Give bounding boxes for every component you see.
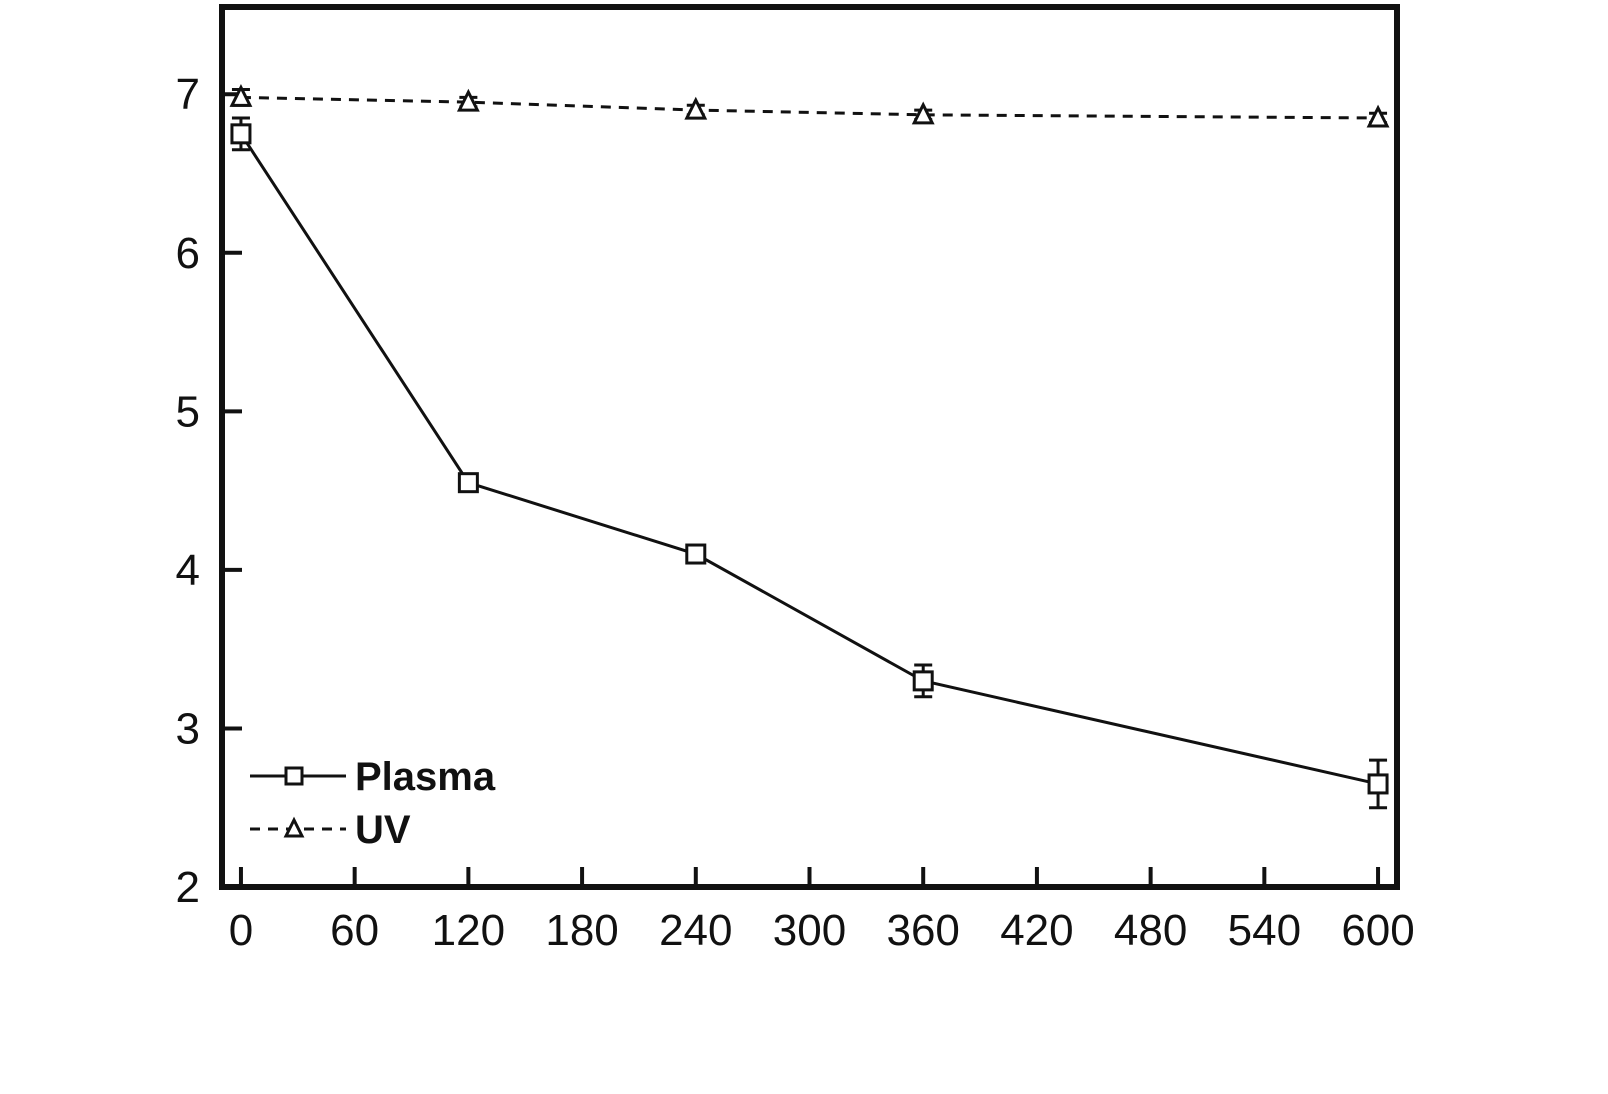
y-tick-label: 6 [176, 229, 200, 278]
y-tick-label: 7 [176, 70, 200, 119]
data-point [684, 96, 708, 120]
x-tick-label: 540 [1228, 906, 1301, 955]
data-point [229, 84, 253, 107]
data-point [1366, 104, 1390, 128]
y-tick-label: 2 [176, 863, 200, 912]
y-tick-label: 4 [176, 546, 200, 595]
y-tick-label: 3 [176, 704, 200, 753]
series-line [239, 133, 1379, 786]
legend-label: UV [355, 808, 411, 852]
y-tick-label: 5 [176, 387, 200, 436]
x-tick-label: 420 [1000, 906, 1073, 955]
data-point [456, 88, 480, 112]
data-point [685, 543, 707, 565]
legend: Plasma UV [250, 755, 496, 852]
legend-marker [283, 816, 305, 838]
series-layer [229, 84, 1390, 810]
x-tick-label: 480 [1114, 906, 1187, 955]
legend-item-plasma: Plasma [250, 755, 496, 799]
data-point [911, 101, 935, 125]
x-tick-label: 360 [886, 906, 959, 955]
x-tick-label: 120 [432, 906, 505, 955]
series-uv [229, 84, 1390, 128]
series-line [240, 95, 1379, 120]
x-tick-label: 60 [330, 906, 379, 955]
data-point [912, 670, 934, 692]
data-point [1367, 773, 1389, 795]
series-plasma [230, 116, 1389, 810]
axis-ticks: 0 60 120 180 240 300 360 420 480 540 600 2 3 4 5 6 7 [176, 70, 1415, 955]
legend-marker [284, 766, 304, 786]
data-point [230, 123, 252, 145]
data-point [457, 472, 479, 494]
legend-label: Plasma [355, 755, 496, 799]
x-tick-label: 240 [659, 906, 732, 955]
x-tick-label: 180 [545, 906, 618, 955]
x-tick-label: 600 [1341, 906, 1414, 955]
legend-item-uv: UV [250, 808, 411, 852]
x-tick-label: 300 [773, 906, 846, 955]
x-tick-label: 0 [229, 906, 253, 955]
